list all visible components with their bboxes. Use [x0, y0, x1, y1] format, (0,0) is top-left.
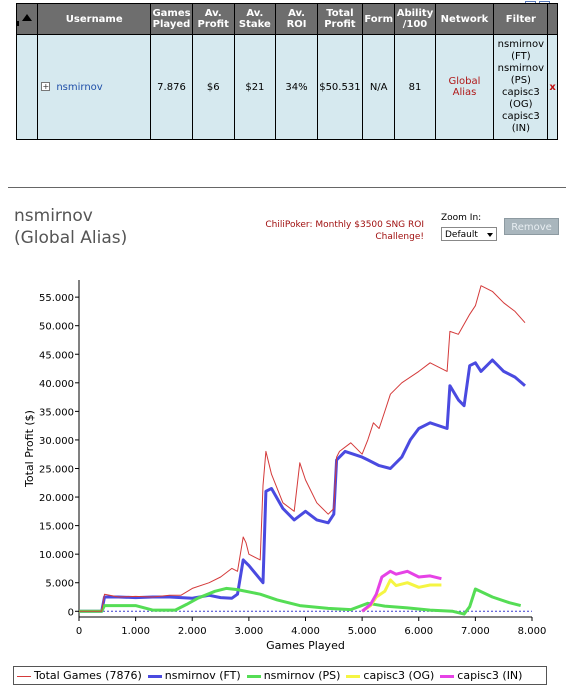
stats-table: Username Games Played Av. Profit Av. Sta… [15, 3, 558, 140]
filter-cell: nsmirnov (FT) nsmirnov (PS) capisc3 (OG)… [493, 34, 549, 140]
promo-link[interactable]: ChiliPoker: Monthly $3500 SNG ROI Challe… [230, 219, 424, 243]
player-name-line2: (Global Alias) [14, 228, 128, 248]
x-axis-label: Games Played [266, 639, 345, 652]
y-tick-label: 50.000 [39, 322, 74, 333]
legend-label: nsmirnov (FT) [164, 669, 241, 682]
legend-label: nsmirnov (PS) [263, 669, 341, 682]
player-name: nsmirnov (Global Alias) [14, 205, 127, 249]
filter-line: nsmirnov [497, 39, 545, 50]
player-name-line1: nsmirnov [14, 206, 93, 226]
legend-item[interactable]: capisc3 (IN) [440, 667, 522, 684]
series-line-total-games-7876 [79, 285, 526, 612]
x-tick-label: 6.000 [404, 626, 433, 637]
filter-line: capisc3 [501, 111, 540, 122]
header-av-roi[interactable]: Av. ROI [275, 3, 318, 35]
filter-line: (FT) [511, 51, 531, 62]
legend-item[interactable]: Total Games (7876) [17, 667, 142, 684]
av-stake-cell: $21 [233, 34, 277, 140]
toolbar-icons [522, 0, 562, 9]
legend-item[interactable]: nsmirnov (FT) [147, 667, 241, 684]
x-tick-label: 7.000 [461, 626, 490, 637]
legend-item[interactable]: nsmirnov (PS) [246, 667, 341, 684]
promo-line2: Challenge! [375, 232, 424, 242]
y-tick-label: 25.000 [39, 464, 74, 475]
header-remove [547, 3, 558, 35]
header-network[interactable]: Network [434, 3, 495, 35]
total-profit-cell: $50.531 [316, 34, 363, 140]
zoom-selected-value: Default [445, 230, 478, 240]
av-profit-cell: $6 [191, 34, 235, 140]
filter-line: nsmirnov [497, 63, 545, 74]
legend-swatch [346, 674, 361, 678]
x-tick-label: 2.000 [178, 626, 207, 637]
legend-swatch [440, 674, 455, 678]
y-tick-label: 40.000 [39, 379, 74, 390]
series-line-nsmirnov-ps [79, 586, 522, 616]
filter-line: (PS) [510, 75, 531, 86]
table-row: + nsmirnov 7.876 $6 $21 34% $50.531 N/A 8… [15, 34, 558, 140]
y-tick-label: 45.000 [39, 350, 74, 361]
remove-cell: x [547, 34, 558, 140]
legend-swatch [147, 674, 162, 678]
y-tick-label: 10.000 [39, 550, 74, 561]
legend-label: capisc3 (OG) [363, 669, 435, 682]
header-av-profit[interactable]: Av. Profit [191, 3, 235, 35]
x-tick-label: 0 [76, 626, 82, 637]
header-games-played[interactable]: Games Played [150, 3, 193, 35]
legend-swatch [246, 674, 261, 678]
filter-line: (OG) [509, 99, 533, 110]
header-filter: Filter [493, 3, 549, 35]
header-ability[interactable]: Ability /100 [394, 3, 436, 35]
y-tick-label: 15.000 [39, 522, 74, 533]
username-link[interactable]: nsmirnov [56, 81, 103, 93]
y-tick-label: 20.000 [39, 493, 74, 504]
legend-item[interactable]: capisc3 (OG) [346, 667, 434, 684]
ability-cell: 81 [394, 34, 436, 140]
chart-legend: Total Games (7876) nsmirnov (FT) nsmirnov … [13, 666, 547, 685]
network-cell: Global Alias [434, 34, 495, 140]
filter-line: (IN) [511, 123, 530, 134]
empty-cell [15, 34, 39, 140]
y-tick-label: 55.000 [39, 293, 74, 304]
remove-button[interactable]: Remove [504, 218, 559, 235]
header-username[interactable]: Username [37, 3, 152, 35]
games-played-cell: 7.876 [150, 34, 193, 140]
legend-label: capisc3 (IN) [457, 669, 523, 682]
y-tick-label: 0 [68, 607, 74, 618]
x-tick-label: 3.000 [235, 626, 264, 637]
header-form[interactable]: Form [361, 3, 396, 35]
x-tick-label: 4.000 [291, 626, 320, 637]
zoom-label: Zoom In: [441, 213, 482, 223]
network-link[interactable]: Global Alias [448, 76, 481, 98]
form-cell: N/A [361, 34, 396, 140]
chevron-down-icon [487, 233, 493, 237]
av-roi-cell: 34% [275, 34, 318, 140]
username-cell: + nsmirnov [37, 34, 152, 140]
header-total-profit[interactable]: Total Profit [316, 3, 363, 35]
sort-up-icon[interactable] [22, 13, 33, 21]
profit-chart: 0 5.000 10.000 15.000 20.000 25.000 30.000 35.0… [23, 280, 547, 652]
y-axis-label: Total Profit ($) [23, 410, 36, 488]
x-tick-label: 5.000 [348, 626, 377, 637]
sort-header[interactable] [15, 3, 39, 35]
header-av-stake[interactable]: Av. Stake [233, 3, 277, 35]
series-line-capisc3-in [361, 569, 442, 613]
table-header-row: Username Games Played Av. Profit Av. Sta… [15, 3, 558, 35]
expand-icon[interactable]: + [41, 82, 51, 91]
y-tick-label: 35.000 [39, 407, 74, 418]
legend-swatch [17, 675, 31, 677]
remove-row-link[interactable]: x [549, 81, 556, 93]
zoom-select[interactable]: Default [441, 227, 497, 241]
filter-line: capisc3 [501, 87, 540, 98]
y-tick-label: 5.000 [45, 579, 74, 590]
y-tick-label: 30.000 [39, 436, 74, 447]
legend-label: Total Games (7876) [34, 669, 142, 682]
x-tick-label: 1.000 [121, 626, 150, 637]
promo-line1: ChiliPoker: Monthly $3500 SNG ROI [265, 220, 424, 230]
section-divider [8, 187, 566, 188]
x-tick-label: 8.000 [518, 626, 547, 637]
series-line-nsmirnov-ft [79, 358, 526, 613]
